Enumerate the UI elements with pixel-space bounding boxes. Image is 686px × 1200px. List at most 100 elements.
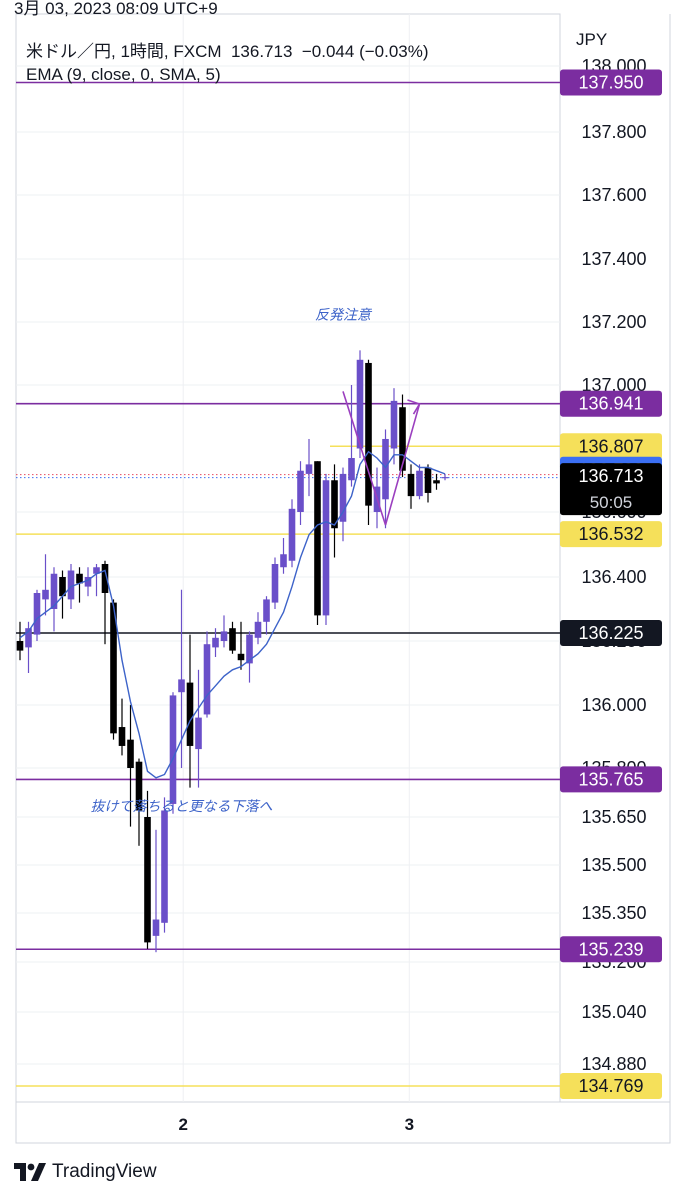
price-badge <box>560 69 662 96</box>
candle-body <box>424 467 432 493</box>
price-badge <box>560 1073 662 1099</box>
candle-body <box>59 577 66 597</box>
candle-body <box>399 407 406 471</box>
candle-body <box>441 477 449 479</box>
price-badge-label: 136.941 <box>578 394 643 414</box>
pattern-segment <box>384 403 421 526</box>
candles <box>16 350 449 953</box>
ema-line <box>19 450 446 779</box>
candle-body <box>135 761 143 811</box>
candle-body <box>348 458 355 481</box>
pattern-drawing <box>342 391 421 526</box>
price-badge-label: 136.532 <box>578 524 643 544</box>
candle-body <box>101 564 109 593</box>
candle-body <box>297 470 304 512</box>
candle-body <box>195 717 202 750</box>
candle-body <box>152 919 160 936</box>
candle-body <box>169 695 177 804</box>
candle-body <box>84 577 92 587</box>
candle-body <box>390 400 398 449</box>
indicator-legend[interactable]: EMA (9, close, 0, SMA, 5) <box>26 65 221 84</box>
candle-body <box>263 599 270 622</box>
candle-body <box>212 637 219 648</box>
tradingview-brand: TradingView <box>52 1161 157 1182</box>
candle-body <box>322 480 330 616</box>
candle-body <box>67 570 75 600</box>
price-badge <box>560 620 662 646</box>
annotation-text: 抜けて落ちると更なる下落へ <box>91 799 273 815</box>
ema-path <box>19 450 446 779</box>
candle-body <box>33 593 41 635</box>
candle-body <box>254 621 262 638</box>
candle-body <box>127 739 134 768</box>
horizontal-lines <box>16 81 560 1087</box>
price-tick-label: 136.000 <box>581 695 646 715</box>
price-badge <box>560 766 662 793</box>
time-tick-label: 3 <box>405 1115 414 1134</box>
chart-grid <box>15 13 671 1144</box>
price-tick-label: 135.040 <box>581 1002 646 1022</box>
candle-body <box>42 589 49 600</box>
pattern-segment <box>342 391 387 526</box>
candle-body <box>237 653 245 661</box>
price-badge-label: 136.713 <box>578 466 643 486</box>
price-badge-label: 136.225 <box>578 623 643 643</box>
symbol-line: 米ドル／円, 1時間, FXCM <box>26 42 222 61</box>
price-tick-label: 137.400 <box>581 249 646 269</box>
price-badge-label: 137.950 <box>578 73 643 93</box>
candle-body <box>314 461 321 616</box>
candle-body <box>280 554 287 568</box>
price-badge-label: 135.239 <box>578 939 643 959</box>
candle-body <box>331 480 338 529</box>
candle-body <box>178 679 185 693</box>
currency-label: JPY <box>576 30 608 49</box>
price-badge <box>560 433 662 460</box>
price-tick-label: 135.350 <box>581 903 646 923</box>
price-tick-label: 134.880 <box>581 1054 646 1074</box>
crosshair-datetime: 3月 03, 2023 08:09 UTC+9 <box>14 0 218 18</box>
price-badge-label: 134.769 <box>578 1076 643 1096</box>
candle-body <box>433 480 440 484</box>
annotation-text: 反発注意 <box>315 308 373 324</box>
symbol-legend[interactable]: 米ドル／円, 1時間, FXCM 136.713 −0.044 (−0.03%) <box>26 37 429 62</box>
candle-body <box>16 641 24 651</box>
candle-body <box>25 628 32 648</box>
candle-body <box>382 438 389 500</box>
candle-body <box>93 567 100 574</box>
candle-body <box>110 602 117 734</box>
plot-frame <box>15 13 561 1103</box>
price-badge <box>560 463 662 516</box>
price-tick-label: 137.200 <box>581 312 646 332</box>
price-badge <box>560 521 662 548</box>
price-badge <box>560 390 662 417</box>
candle-body <box>76 573 83 584</box>
candle-body <box>365 362 372 506</box>
candle-body <box>203 644 211 715</box>
candle-body <box>246 634 253 664</box>
price-tick-label: 136.400 <box>581 567 646 587</box>
price-badge-label: 136.807 <box>578 436 643 456</box>
candle-body <box>161 810 168 923</box>
candle-body <box>356 359 364 449</box>
time-axis-frame <box>15 1101 671 1144</box>
tradingview-logo[interactable]: TradingView <box>14 1160 157 1184</box>
tradingview-icon <box>14 1163 46 1181</box>
price-badge-label: 135.765 <box>578 769 643 789</box>
last-price: 136.713 <box>230 42 293 61</box>
time-tick-label: 2 <box>178 1115 187 1134</box>
candle-body <box>186 682 194 746</box>
price-tick-label: 137.800 <box>581 122 646 142</box>
price-axis[interactable]: 138.000137.800137.600137.400137.200137.0… <box>581 56 646 1074</box>
candle-body <box>305 464 313 474</box>
price-tick-label: 137.000 <box>581 375 646 395</box>
candle-body <box>229 628 236 651</box>
price-tick-label: 137.600 <box>581 185 646 205</box>
candle-body <box>50 573 58 609</box>
price-badges: 137.950 136.941 136.225 135.765 135.239 136.8… <box>560 69 662 1099</box>
price-badge <box>560 936 662 963</box>
candle-body <box>144 817 151 943</box>
bar-countdown: 50:05 <box>590 493 633 512</box>
